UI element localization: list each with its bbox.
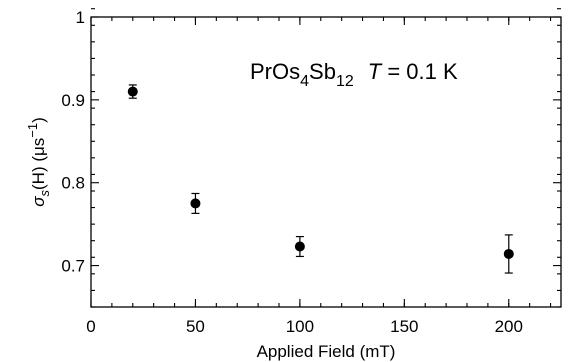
data-marker <box>190 198 201 209</box>
y-tick-label: 1 <box>76 8 85 27</box>
plot-frame <box>90 16 562 308</box>
data-point <box>503 234 514 274</box>
y-tick-label: 0.8 <box>61 174 85 193</box>
x-tick-label: 150 <box>390 317 418 336</box>
y-axis-label: σs(H) (μs−1) <box>25 117 52 207</box>
x-tick-label: 50 <box>186 317 205 336</box>
x-tick-label: 100 <box>286 317 314 336</box>
x-axis-label: Applied Field (mT) <box>257 342 396 361</box>
data-points <box>127 84 514 274</box>
y-tick-label: 0.7 <box>61 257 85 276</box>
data-marker <box>294 241 305 252</box>
data-marker <box>503 248 514 259</box>
y-tick-label: 0.9 <box>61 91 85 110</box>
data-point <box>294 235 305 258</box>
tick-labels: 0 50 100 150 200 0.7 0.8 0.9 1 <box>61 8 523 336</box>
data-marker <box>127 86 138 97</box>
x-tick-label: 0 <box>86 317 95 336</box>
data-point <box>190 192 201 214</box>
axis-ticks <box>90 8 561 308</box>
data-point <box>127 84 138 99</box>
chart-annotation: PrOs4Sb12 T = 0.1 K <box>250 59 458 90</box>
x-tick-label: 200 <box>495 317 523 336</box>
